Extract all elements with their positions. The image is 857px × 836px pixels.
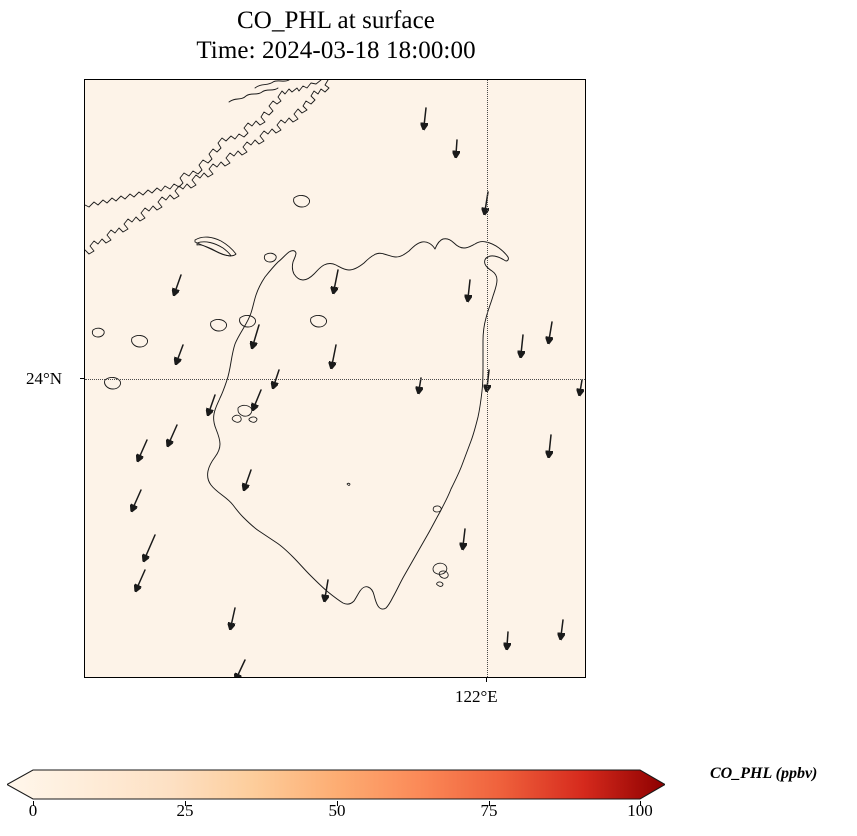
colorbar-ticklabel-50: 50 — [328, 801, 346, 820]
map-plot-area[interactable] — [84, 79, 586, 678]
taiwan-island-outline — [207, 238, 509, 610]
wind-vector-arrows — [133, 107, 582, 677]
colorbar-ticklabel-25: 25 — [176, 801, 194, 820]
colorbar[interactable] — [7, 765, 665, 807]
colorbar-label: CO_PHL (ppbv) — [710, 765, 818, 782]
mainland-china-coastline — [85, 80, 322, 208]
tick-mark-lat-24n — [80, 378, 84, 380]
axis-label-longitude: 122°E — [455, 687, 498, 706]
colorbar-tick-0 — [33, 801, 35, 806]
map-graphics — [85, 80, 586, 677]
title-line-time: Time: 2024-03-18 18:00:00 — [196, 36, 476, 64]
fujian-coastline-detail — [85, 80, 330, 390]
page-title: CO_PHL at surface Time: 2024-03-18 18:00… — [0, 6, 672, 65]
tick-mark-lon-122e — [486, 678, 488, 682]
title-line-variable: CO_PHL at surface — [237, 7, 435, 34]
colorbar-tick-100 — [640, 801, 642, 806]
colorbar-tick-75 — [489, 801, 491, 806]
colorbar-tick-50 — [337, 801, 339, 806]
colorbar-tick-25 — [185, 801, 187, 806]
colorbar-ticklabel-75: 75 — [480, 801, 498, 820]
colorbar-gradient — [7, 769, 665, 800]
colorbar-ticklabel-100: 100 — [627, 801, 653, 820]
colorbar-ticklabel-0: 0 — [28, 801, 38, 820]
offshore-islands — [346, 482, 449, 587]
penghu-islands — [231, 404, 258, 423]
